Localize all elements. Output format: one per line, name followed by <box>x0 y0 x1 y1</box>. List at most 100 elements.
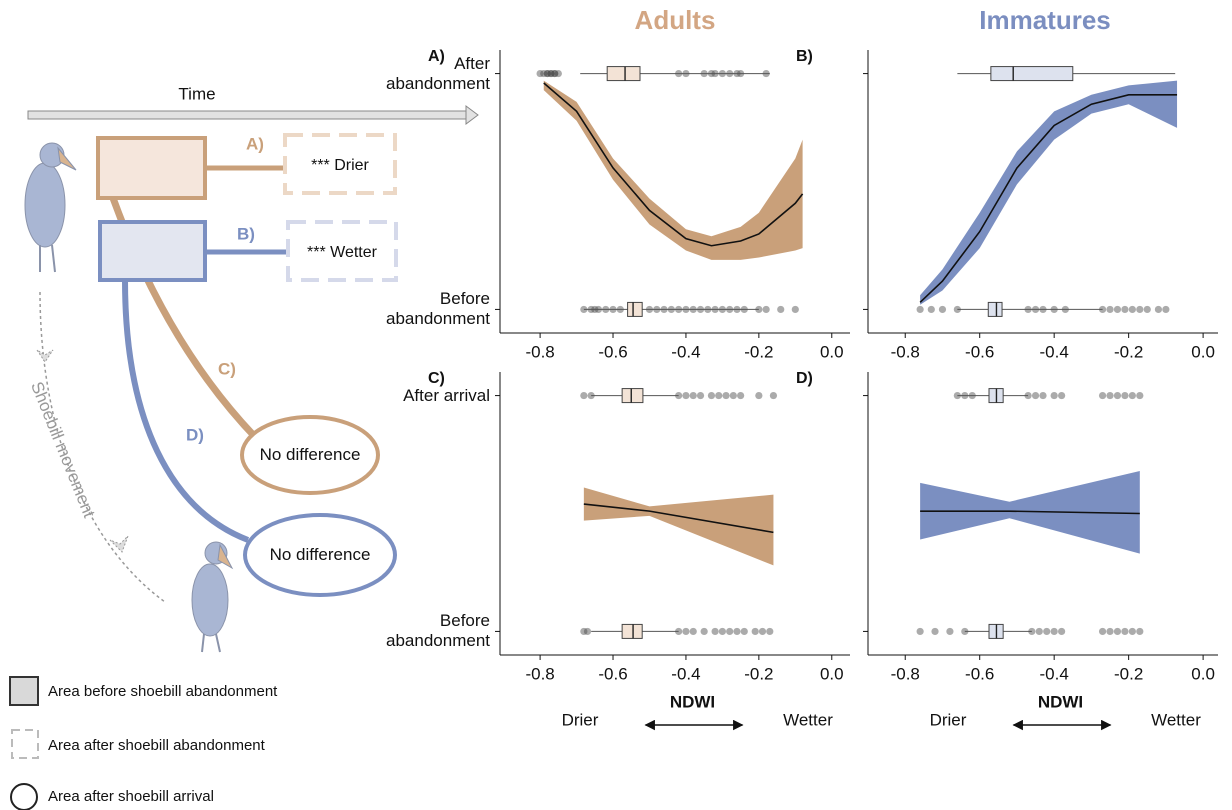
panel-label: A) <box>428 48 445 65</box>
x-tick-label: 0.0 <box>1191 664 1215 683</box>
legend-swatch <box>10 783 38 810</box>
y-tick-label: After arrival <box>403 385 490 405</box>
x-tick-label: -0.8 <box>525 342 554 361</box>
data-point <box>700 627 708 636</box>
column-title: Adults <box>635 5 716 35</box>
x-tick-label: -0.4 <box>1040 342 1069 361</box>
data-point <box>675 391 683 400</box>
y-tick-label: Before abandonment <box>386 611 490 651</box>
fit-line <box>583 503 774 534</box>
legend-swatch <box>9 676 39 706</box>
after-box-b <box>286 220 398 282</box>
direction-label: Wetter <box>1151 710 1201 729</box>
direction-label: Drier <box>930 710 967 729</box>
data-point <box>580 391 588 400</box>
box <box>606 66 641 82</box>
data-point <box>927 305 935 314</box>
x-tick-label: -0.2 <box>1114 342 1143 361</box>
y-tick-label: After abandonment <box>386 53 490 93</box>
data-point <box>715 391 723 400</box>
x-tick-label: -0.8 <box>891 664 920 683</box>
data-point <box>536 69 544 78</box>
fit-line <box>920 510 1140 515</box>
x-tick-label: -0.6 <box>598 664 627 683</box>
data-point <box>751 627 759 636</box>
data-point <box>1121 391 1129 400</box>
data-point <box>755 391 763 400</box>
data-point <box>1113 305 1122 314</box>
data-point <box>758 627 767 636</box>
result-label: No difference <box>259 445 361 464</box>
data-point <box>1031 391 1040 400</box>
data-point <box>1128 305 1136 314</box>
confidence-band <box>920 80 1178 305</box>
link-label: D) <box>186 425 204 444</box>
data-point <box>1050 627 1058 636</box>
legend-swatch <box>11 729 39 759</box>
link-label: A) <box>246 134 264 153</box>
data-point <box>931 627 939 636</box>
data-point <box>946 627 954 636</box>
x-tick-label: 0.0 <box>820 342 844 361</box>
data-point <box>769 391 778 400</box>
data-point <box>547 69 555 78</box>
data-point <box>1128 391 1136 400</box>
data-point <box>740 627 748 636</box>
data-point <box>1128 627 1136 636</box>
data-point <box>540 69 548 78</box>
data-point <box>547 69 555 78</box>
legend-label: Area before shoebill abandonment <box>48 683 278 700</box>
x-axis-label: NDWI <box>670 692 715 711</box>
data-point <box>682 627 690 636</box>
data-point <box>551 69 559 78</box>
result-label: *** Drier <box>311 157 369 174</box>
immature-area-box <box>98 220 207 282</box>
panel-label: B) <box>796 48 813 65</box>
data-point <box>791 305 799 314</box>
data-point <box>551 69 559 78</box>
fit-line <box>919 94 1178 303</box>
data-point <box>1050 391 1058 400</box>
data-point <box>1058 391 1066 400</box>
data-point <box>722 391 730 400</box>
box <box>987 301 1003 317</box>
data-point <box>916 627 924 636</box>
data-point <box>1106 627 1114 636</box>
direction-label: Wetter <box>783 710 833 729</box>
legend-label: Area after shoebill abandonment <box>48 737 266 754</box>
data-point <box>1136 305 1144 314</box>
x-tick-label: -0.2 <box>1114 664 1143 683</box>
data-point <box>737 391 745 400</box>
x-tick-label: -0.6 <box>598 342 627 361</box>
data-point <box>1113 627 1122 636</box>
x-tick-label: -0.8 <box>525 664 554 683</box>
x-tick-label: -0.4 <box>1040 664 1069 683</box>
data-point <box>1162 305 1170 314</box>
data-point <box>1039 391 1047 400</box>
y-tick-label: Before abandonment <box>386 289 490 329</box>
data-point <box>580 627 588 636</box>
data-point <box>1035 627 1043 636</box>
legend-label: Area after shoebill arrival <box>48 788 214 805</box>
data-point <box>1121 305 1129 314</box>
box <box>990 66 1074 82</box>
arrival-ellipse-c <box>240 415 380 495</box>
time-label: Time <box>178 84 215 103</box>
data-point <box>675 627 683 636</box>
data-point <box>1058 627 1066 636</box>
data-point <box>733 627 741 636</box>
data-point <box>1154 305 1163 314</box>
data-point <box>1043 627 1051 636</box>
data-point <box>1121 627 1129 636</box>
x-tick-label: -0.4 <box>671 664 700 683</box>
shoebill-icon <box>24 142 77 273</box>
x-tick-label: -0.4 <box>671 342 700 361</box>
data-point <box>543 69 551 78</box>
confidence-band <box>583 487 774 566</box>
x-tick-label: 0.0 <box>820 664 844 683</box>
x-tick-label: -0.2 <box>744 664 773 683</box>
movement-arrow <box>36 349 54 363</box>
data-point <box>583 627 592 636</box>
panel-label: C) <box>428 370 445 387</box>
